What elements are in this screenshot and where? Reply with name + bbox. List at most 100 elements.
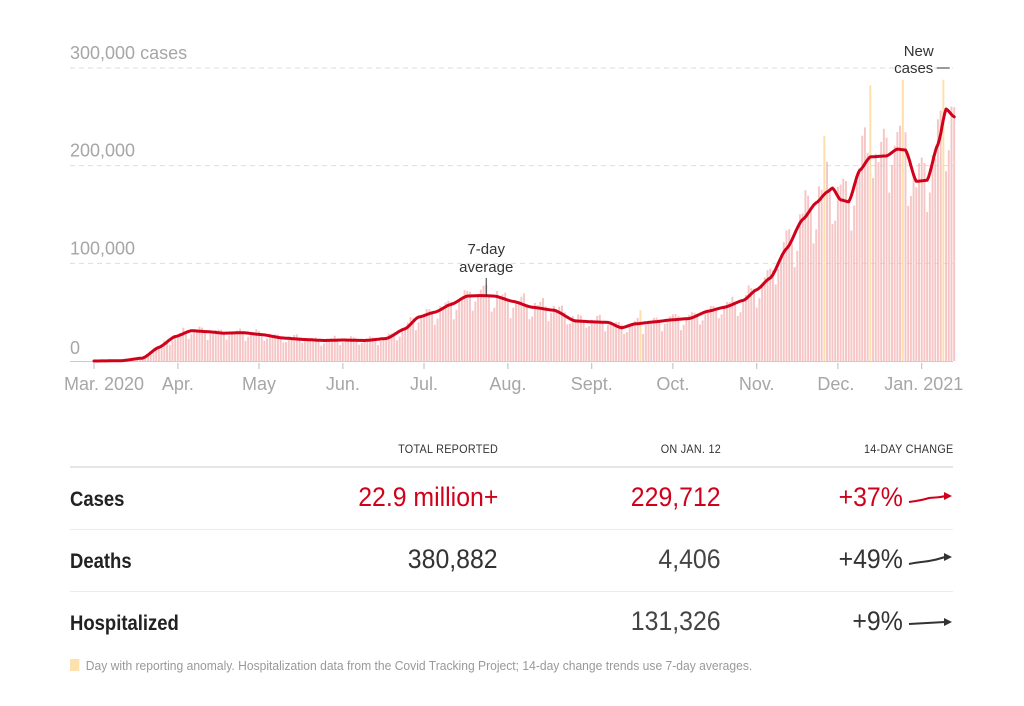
- daily-bar: [558, 306, 561, 361]
- daily-bar: [807, 195, 810, 361]
- stats-table: TOTAL REPORTED ON JAN. 12 14-DAY CHANGE …: [70, 436, 953, 653]
- daily-bar: [404, 329, 407, 361]
- daily-bar: [263, 340, 266, 361]
- daily-bar: [458, 301, 461, 361]
- daily-bar: [896, 131, 899, 361]
- daily-bar: [736, 315, 739, 361]
- daily-bar: [436, 318, 439, 361]
- daily-bar: [785, 230, 788, 361]
- daily-bar: [885, 137, 888, 361]
- daily-bar: [728, 302, 731, 361]
- daily-bar: [198, 326, 201, 361]
- daily-bar: [363, 340, 366, 361]
- daily-bar: [588, 326, 590, 361]
- daily-bar: [796, 250, 799, 361]
- daily-bar: [677, 316, 680, 361]
- daily-bar: [490, 311, 493, 361]
- daily-bar: [947, 150, 950, 361]
- daily-bar: [939, 110, 942, 361]
- daily-bar: [842, 178, 845, 361]
- anomaly-bar: [639, 310, 642, 361]
- daily-bar: [152, 351, 155, 361]
- daily-bar: [166, 342, 169, 361]
- x-tick-label: Jan. 2021: [884, 374, 963, 394]
- daily-bar: [726, 301, 728, 361]
- daily-bar: [528, 319, 531, 361]
- daily-bar: [636, 317, 639, 361]
- daily-bar: [179, 332, 182, 361]
- footnote-text: Day with reporting anomaly. Hospitalizat…: [85, 658, 753, 673]
- daily-bar: [690, 312, 693, 361]
- daily-bar: [774, 284, 777, 361]
- daily-bar: [387, 333, 390, 361]
- daily-bar: [333, 335, 336, 361]
- daily-bar: [230, 331, 233, 361]
- x-tick-label: Nov.: [739, 374, 775, 394]
- daily-bar: [160, 344, 163, 361]
- daily-bar: [926, 212, 929, 361]
- daily-bar: [647, 321, 650, 361]
- daily-bar: [866, 152, 869, 361]
- daily-bar: [479, 289, 482, 361]
- daily-bar: [877, 162, 880, 361]
- daily-bar: [579, 315, 582, 361]
- daily-bar: [609, 320, 612, 361]
- daily-bar: [790, 243, 793, 361]
- daily-bar: [655, 317, 658, 361]
- daily-bar: [285, 342, 288, 361]
- daily-bar: [276, 334, 279, 361]
- daily-bar: [891, 165, 893, 361]
- daily-bar: [801, 213, 804, 361]
- daily-bar: [406, 322, 409, 361]
- y-axis-labels: 0 100,000 200,000 300,000 cases: [70, 43, 187, 358]
- daily-bar: [717, 318, 720, 361]
- daily-bar: [168, 344, 171, 361]
- daily-bar: [742, 301, 745, 361]
- daily-bar: [566, 324, 569, 361]
- x-tick-label: Jul.: [410, 374, 438, 394]
- daily-bar: [888, 192, 891, 361]
- daily-bar: [187, 339, 190, 361]
- daily-bar: [515, 300, 517, 361]
- daily-bar: [293, 335, 296, 361]
- daily-bar: [934, 158, 937, 361]
- daily-bar: [915, 187, 918, 361]
- grid-lines: [70, 67, 953, 264]
- daily-bar: [471, 310, 474, 361]
- daily-bar: [447, 300, 450, 361]
- daily-bar: [666, 320, 669, 361]
- daily-bar: [290, 337, 293, 361]
- daily-bar: [601, 321, 604, 361]
- daily-bar: [828, 190, 831, 361]
- daily-bar: [320, 345, 323, 361]
- x-tick-label: Dec.: [817, 374, 854, 394]
- daily-bar: [301, 343, 304, 361]
- daily-bar: [674, 314, 677, 361]
- header-total-reported: TOTAL REPORTED: [397, 442, 498, 456]
- daily-bar: [855, 181, 858, 361]
- daily-bar: [539, 301, 542, 361]
- header-on-date: ON JAN. 12: [660, 442, 721, 456]
- daily-bar: [193, 330, 196, 361]
- daily-bar: [845, 180, 847, 361]
- daily-bar: [826, 161, 829, 361]
- daily-bar: [474, 301, 477, 361]
- daily-bar: [295, 334, 298, 361]
- daily-bar: [555, 310, 558, 361]
- daily-bar: [620, 324, 623, 361]
- daily-bar: [493, 307, 496, 361]
- daily-bar: [252, 332, 255, 361]
- daily-bar: [260, 334, 263, 361]
- daily-bar: [617, 322, 620, 361]
- daily-bar: [747, 285, 750, 361]
- daily-bar: [799, 214, 801, 361]
- daily-bar: [506, 299, 509, 361]
- daily-bar: [709, 305, 712, 361]
- daily-bar: [423, 315, 425, 361]
- daily-bar: [904, 132, 907, 361]
- annotation-label: cases: [894, 60, 933, 77]
- y-tick-label: 200,000: [70, 141, 135, 161]
- y-tick-label: 0: [70, 338, 80, 358]
- table-row-deaths: Deaths 380,882 4,406 +49%: [70, 530, 953, 592]
- x-tick-label: Aug.: [489, 374, 526, 394]
